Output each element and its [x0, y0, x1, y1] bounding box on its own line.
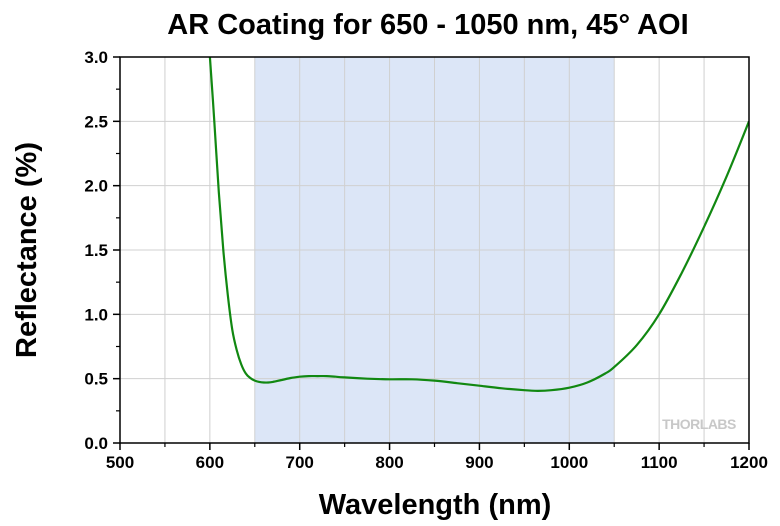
watermark-layer: THORLABS [662, 416, 736, 432]
y-tick-label: 0.5 [84, 370, 108, 389]
chart-title: AR Coating for 650 - 1050 nm, 45° AOI [167, 9, 688, 41]
x-tick-label: 1100 [641, 453, 678, 472]
x-tick-label: 700 [286, 453, 314, 472]
y-tick-label: 2.5 [84, 112, 108, 131]
y-tick-label: 1.0 [84, 305, 108, 324]
y-axis-label: Reflectance (%) [11, 142, 43, 358]
x-axis-label: Wavelength (nm) [319, 489, 552, 521]
grid-layer [120, 57, 749, 443]
reflectance-series-line [208, 57, 749, 393]
y-tick-label: 2.0 [84, 177, 108, 196]
y-tick-label: 3.0 [84, 48, 108, 67]
x-tick-label: 600 [196, 453, 224, 472]
thorlabs-watermark: THORLABS [662, 416, 736, 432]
x-tick-label: 900 [465, 453, 493, 472]
series-layer [208, 57, 749, 393]
ticks-layer: 500 600 700 800 900 1000 1100 1200 0.0 0.5 1.0 1.5 2… [84, 48, 768, 472]
y-tick-label: 1.5 [84, 241, 108, 260]
x-tick-label: 1200 [730, 453, 768, 472]
x-tick-label: 800 [375, 453, 403, 472]
x-tick-label: 1000 [550, 453, 588, 472]
x-tick-label: 500 [106, 453, 134, 472]
y-tick-label: 0.0 [84, 434, 108, 453]
